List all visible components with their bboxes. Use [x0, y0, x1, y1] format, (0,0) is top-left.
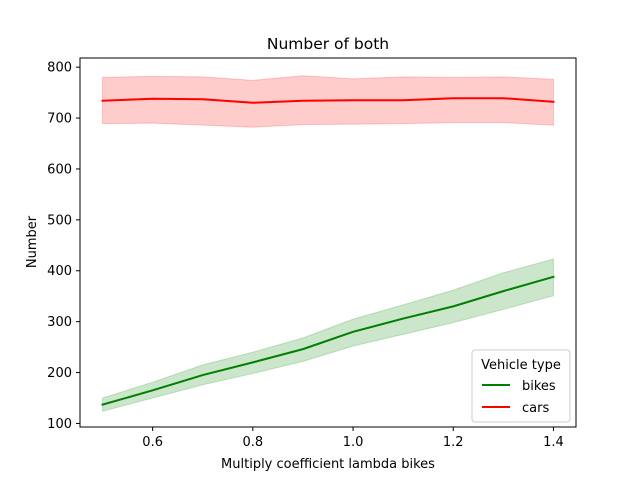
- series-lines: [101, 97, 555, 406]
- y-axis: 100 200 300 400 500 600 700 800: [47, 61, 80, 432]
- x-axis: 0.6 0.8 1.0 1.2 1.4: [142, 427, 564, 450]
- legend-label-bikes: bikes: [522, 379, 556, 394]
- band-cars: [102, 75, 554, 128]
- y-axis-label: Number: [25, 215, 40, 268]
- x-tick-label: 0.8: [243, 435, 264, 450]
- line-cars: [101, 97, 555, 104]
- y-tick-label: 100: [47, 417, 72, 432]
- legend-title: Vehicle type: [481, 358, 561, 373]
- line-bikes: [101, 275, 555, 406]
- legend: Vehicle type bikes cars: [471, 349, 571, 423]
- confidence-bands: [102, 75, 554, 412]
- y-tick-label: 600: [47, 162, 72, 177]
- y-tick-label: 700: [47, 112, 72, 127]
- y-tick-label: 200: [47, 366, 72, 381]
- y-tick-label: 800: [47, 61, 72, 76]
- y-tick-label: 500: [47, 213, 72, 228]
- band-bikes: [102, 258, 554, 412]
- legend-box: [471, 349, 571, 423]
- x-axis-label: Multiply coefficient lambda bikes: [221, 457, 435, 472]
- x-tick-label: 0.6: [142, 435, 163, 450]
- y-tick-label: 300: [47, 315, 72, 330]
- chart-title: Number of both: [267, 35, 389, 53]
- legend-label-cars: cars: [522, 401, 549, 416]
- x-tick-label: 1.2: [443, 435, 464, 450]
- y-tick-label: 400: [47, 264, 72, 279]
- x-tick-label: 1.0: [343, 435, 364, 450]
- x-tick-label: 1.4: [543, 435, 564, 450]
- plot-frame: [79, 57, 577, 428]
